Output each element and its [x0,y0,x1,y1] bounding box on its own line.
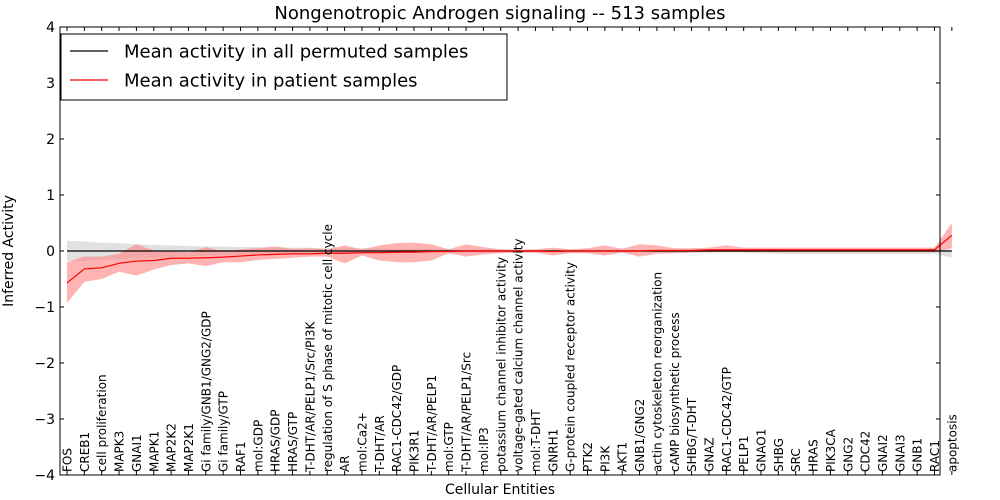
x-tick-label: MAP2K2 [165,423,179,472]
x-tick-label: PI3K [598,445,612,472]
x-tick-label: PELP1 [737,436,751,472]
x-tick-label: T-DHT/AR [373,415,387,473]
x-tick-label: actin cytoskeleton reorganization [650,272,664,472]
x-tick-label: mol:GTP [442,422,456,472]
x-tick-label: cAMP biosynthetic process [668,312,682,472]
y-axis-label: Inferred Activity [1,195,17,307]
x-tick-label: GNAI2 [876,434,890,472]
chart-title: Nongenotropic Androgen signaling -- 513 … [274,3,725,24]
x-tick-label: mol:IP3 [477,427,491,472]
x-tick-label: T-DHT/AR/PELP1/Src [460,352,474,473]
x-tick-label: SHBG [772,438,786,472]
x-tick-label: regulation of S phase of mitotic cell cy… [321,224,335,472]
x-tick-label: AKT1 [616,442,630,472]
plot-frame [59,26,941,476]
x-tick-label: GNAO1 [755,429,769,472]
y-tick-label: −4 [34,468,55,484]
x-tick-label: SHBG/T-DHT [685,397,699,472]
y-tick-label: 2 [46,132,55,148]
x-tick-label: CDC42 [859,431,873,472]
x-tick-label: T-DHT/AR/PELP1 [425,375,439,473]
x-tick-label: HRAS [807,439,821,472]
x-tick-label: MAPK3 [113,431,127,472]
x-tick-label: PTK2 [581,442,595,472]
x-tick-label: CREB1 [78,432,92,472]
x-tick-label: apoptosis [945,414,959,472]
x-axis-label: Cellular Entities [445,482,555,498]
x-tick-label: HRAS/GTP [286,412,300,472]
band-patient [67,223,952,304]
x-tick-label: RAC1 [928,440,942,472]
x-tick-label: RAC1-CDC42/GTP [720,367,734,472]
y-tick-label: −3 [34,412,55,428]
x-tick-label: AR [338,455,352,472]
x-tick-label: Gi family/GNB1/GNG2/GDP [199,311,213,472]
bands-layer [67,223,952,304]
x-tick-label: RAC1-CDC42/GDP [390,365,404,472]
x-tick-label: MAPK1 [147,431,161,472]
x-tick-label: PIK3R1 [408,430,422,472]
y-tick-label: 0 [46,244,55,260]
x-tick-label: GNRH1 [546,429,560,472]
x-tick-label: PIK3CA [824,428,838,472]
x-tick-label: mol:T-DHT [529,409,543,472]
x-tick-label: G-protein coupled receptor activity [564,262,578,472]
x-tick-labels: FOS CREB1 cell proliferation MAPK3 GNAI1 MAPK… [61,224,960,473]
x-tick-label: potassium channel inhibitor activity [494,257,508,472]
x-tick-label: GNAZ [702,437,716,472]
x-tick-label: voltage-gated calcium channel activity [512,238,526,472]
ticks-layer [60,26,953,476]
legend: Mean activity in all permuted samples Me… [60,33,508,101]
lines-layer [66,234,953,284]
y-tick-label: 4 [46,20,55,36]
x-tick-label: mol:GDP [251,420,265,472]
x-tick-label: MAP2K1 [182,423,196,472]
x-tick-label: GNG2 [841,437,855,472]
y-tick-label: 1 [46,188,55,204]
x-tick-label: FOS [61,448,75,472]
y-tick-labels: −4 −3 −2 −1 0 1 2 3 4 [34,20,55,484]
x-tick-label: GNB1/GNG2 [633,399,647,472]
x-tick-label: T-DHT/AR/PELP1/Src/PI3K [303,320,317,473]
y-tick-label: 3 [46,76,55,92]
legend-label-patient: Mean activity in patient samples [124,71,418,92]
x-tick-label: mol:Ca2+ [355,412,369,472]
x-tick-label: HRAS/GDP [269,409,283,472]
legend-box [60,33,508,101]
x-tick-label: cell proliferation [95,374,109,472]
x-tick-label: RAF1 [234,441,248,472]
x-tick-label: GNAI1 [130,434,144,472]
legend-label-permuted: Mean activity in all permuted samples [124,42,468,63]
x-tick-label: GNB1 [911,438,925,472]
x-tick-label: SRC [789,448,803,472]
x-tick-label: Gi family/GTP [217,391,231,472]
line-patient [66,234,953,284]
x-tick-label: GNAI3 [893,434,907,472]
y-tick-label: −2 [34,356,55,372]
plot-area: FOS CREB1 cell proliferation MAPK3 GNAI1 MAPK… [59,26,960,476]
y-tick-label: −1 [34,300,55,316]
